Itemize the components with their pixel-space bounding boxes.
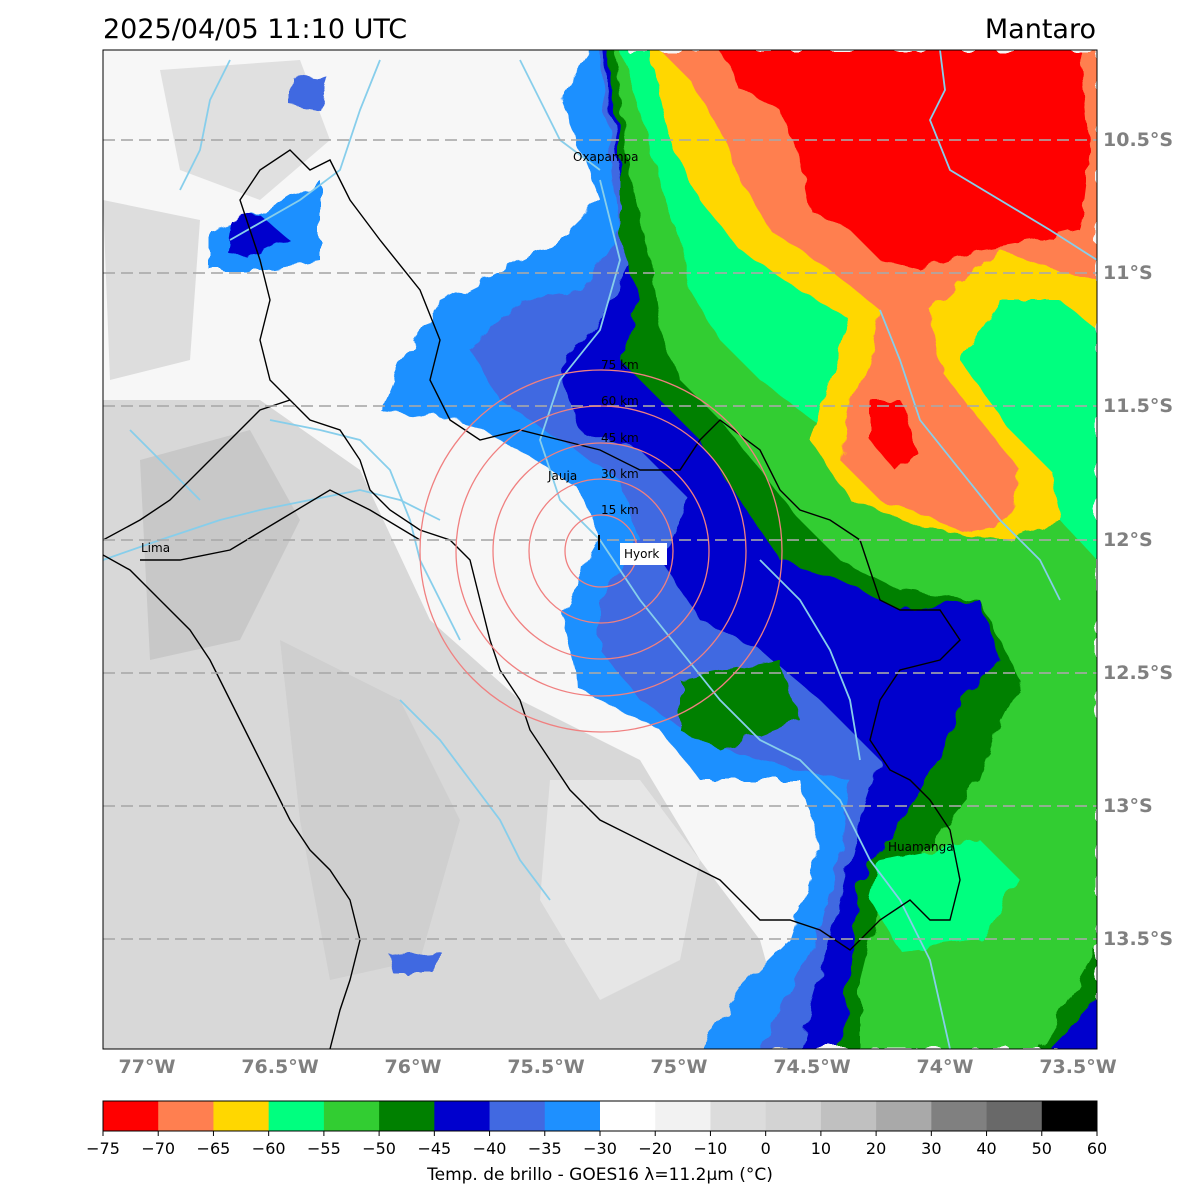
map-area: 15 km 30 km 45 km 60 km 75 km Hyork Oxap… (103, 50, 1097, 1049)
colorbar-tick-label: 0 (761, 1139, 771, 1158)
colorbar-segment (379, 1101, 435, 1131)
range-rings (419, 369, 783, 733)
station-label: Hyork (624, 547, 659, 561)
cities-layer: Oxapampa Jauja Lima Huamanga (141, 150, 954, 854)
colorbar-segment (544, 1101, 601, 1131)
ring-label-30: 30 km (601, 467, 639, 481)
lat-label-13-5: 13.5°S (1103, 928, 1173, 950)
lon-label-74-5: 74.5°W (773, 1056, 850, 1078)
colorbar-tick-label: −45 (417, 1139, 451, 1158)
colorbar-segment (655, 1101, 711, 1131)
colorbar-tick-label: 40 (976, 1139, 996, 1158)
colorbar-tick-label: −55 (307, 1139, 341, 1158)
colorbar-segment (213, 1101, 270, 1131)
latitude-gridlines (103, 139, 1097, 940)
lat-label-12: 12°S (1103, 529, 1153, 551)
lon-label-73-5: 73.5°W (1039, 1056, 1116, 1078)
colorbar-tick-label: 20 (866, 1139, 886, 1158)
colorbar-tick-label: −60 (252, 1139, 286, 1158)
colorbar-segment (103, 1101, 159, 1131)
longitude-labels: 77°W 76.5°W 76°W 75.5°W 75°W 74.5°W 74°W… (119, 1056, 1117, 1078)
lon-label-75-5: 75.5°W (507, 1056, 584, 1078)
colorbar-segment (434, 1101, 491, 1131)
lat-label-11-5: 11.5°S (1103, 395, 1173, 417)
ring-label-45: 45 km (601, 431, 639, 445)
colorbar-tick-label: −65 (197, 1139, 231, 1158)
colorbar-segment (323, 1101, 380, 1131)
colorbar-segment (158, 1101, 214, 1131)
lat-label-11: 11°S (1103, 262, 1153, 284)
lat-label-12-5: 12.5°S (1103, 662, 1173, 684)
city-label-huamanga: Huamanga (888, 840, 954, 854)
colorbar-tick-label: 50 (1032, 1139, 1052, 1158)
ring-label-75: 75 km (601, 358, 639, 372)
colorbar-segment (710, 1101, 767, 1131)
colorbar-label: Temp. de brillo - GOES16 λ=11.2μm (°C) (426, 1165, 773, 1185)
lat-label-13: 13°S (1103, 795, 1153, 817)
rivers (103, 50, 1097, 1049)
map-frame (102, 49, 1098, 1050)
colorbar-segment (600, 1101, 656, 1131)
colorbar-tick-label: 30 (921, 1139, 941, 1158)
region-title: Mantaro (984, 14, 1096, 45)
ring-label-15: 15 km (601, 503, 639, 517)
colorbar-tick-label: −35 (528, 1139, 562, 1158)
lon-label-74: 74°W (917, 1056, 974, 1078)
colorbar-segment (876, 1101, 932, 1131)
colorbar-segment (931, 1101, 988, 1131)
latitude-labels: 10.5°S 11°S 11.5°S 12°S 12.5°S 13°S 13.5… (1103, 129, 1173, 950)
datetime-title: 2025/04/05 11:10 UTC (103, 14, 408, 45)
colorbar-segment (489, 1101, 546, 1131)
colorbar-tick-label: 10 (811, 1139, 831, 1158)
colorbar-tick-label: −30 (583, 1139, 617, 1158)
colorbar-tick-label: −75 (86, 1139, 120, 1158)
lon-label-75: 75°W (651, 1056, 708, 1078)
city-label-oxapampa: Oxapampa (573, 150, 639, 164)
ring-label-60: 60 km (601, 394, 639, 408)
colorbar: −75 −70 −65 −60 −55 −50 −45 −40 −35 −30 −20 −10 0 10 2… (86, 1100, 1107, 1158)
colorbar-tick-label: −40 (473, 1139, 507, 1158)
city-label-lima: Lima (141, 541, 170, 555)
city-label-jauja: Jauja (547, 469, 577, 483)
colorbar-segment (765, 1101, 822, 1131)
lon-label-77: 77°W (119, 1056, 176, 1078)
colorbar-segment (1041, 1101, 1098, 1131)
colorbar-tick-label: −10 (694, 1139, 728, 1158)
colorbar-segment (986, 1101, 1043, 1131)
colorbar-tick-label: −20 (638, 1139, 672, 1158)
colorbar-segment (820, 1101, 877, 1131)
colorbar-tick-label: −70 (141, 1139, 175, 1158)
colorbar-tick-label: 60 (1087, 1139, 1107, 1158)
cloud-layer (103, 50, 1097, 1049)
colorbar-tick-label: −50 (362, 1139, 396, 1158)
colorbar-segment (268, 1101, 325, 1131)
lon-label-76: 76°W (385, 1056, 442, 1078)
lat-label-10-5: 10.5°S (1103, 129, 1173, 151)
coastline (103, 554, 361, 1049)
station-label-box (620, 543, 667, 565)
lon-label-76-5: 76.5°W (241, 1056, 318, 1078)
